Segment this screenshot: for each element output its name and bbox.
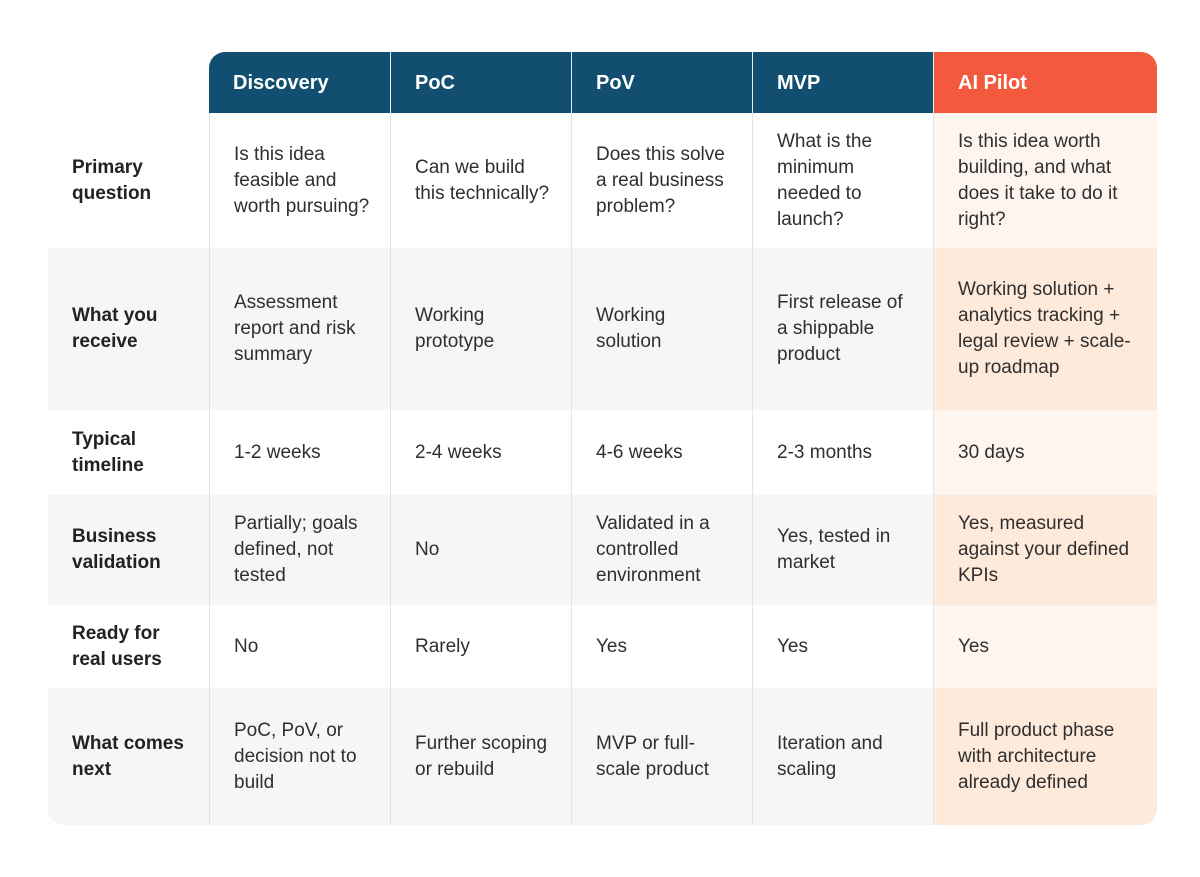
- cell: Partially; goals defined, not tested: [209, 495, 390, 605]
- cell: 30 days: [933, 410, 1157, 495]
- cell: Yes, tested in market: [752, 495, 933, 605]
- cell: MVP or full-scale product: [571, 688, 752, 825]
- row-label: Primary question: [48, 113, 209, 248]
- cell: Rarely: [390, 605, 571, 688]
- row-label: Typical timeline: [48, 410, 209, 495]
- row-label: Business validation: [48, 495, 209, 605]
- cell: No: [390, 495, 571, 605]
- row-label: What comes next: [48, 688, 209, 825]
- cell: Yes: [933, 605, 1157, 688]
- column-header: PoV: [571, 52, 752, 113]
- cell: 2-4 weeks: [390, 410, 571, 495]
- cell: Is this idea feasible and worth pursuing…: [209, 113, 390, 248]
- cell: Working solution + analytics tracking + …: [933, 248, 1157, 410]
- cell: Can we build this technically?: [390, 113, 571, 248]
- column-header: AI Pilot: [933, 52, 1157, 113]
- cell: Further scoping or rebuild: [390, 688, 571, 825]
- cell: No: [209, 605, 390, 688]
- cell: Assessment report and risk summary: [209, 248, 390, 410]
- row-label: Ready for real users: [48, 605, 209, 688]
- cell: Yes, measured against your defined KPIs: [933, 495, 1157, 605]
- cell: 2-3 months: [752, 410, 933, 495]
- column-header: PoC: [390, 52, 571, 113]
- cell: What is the minimum needed to launch?: [752, 113, 933, 248]
- row-label: What you receive: [48, 248, 209, 410]
- cell: First release of a shippable product: [752, 248, 933, 410]
- cell: Validated in a controlled environment: [571, 495, 752, 605]
- cell: Yes: [571, 605, 752, 688]
- cell: Iteration and scaling: [752, 688, 933, 825]
- cell: 4-6 weeks: [571, 410, 752, 495]
- cell: PoC, PoV, or decision not to build: [209, 688, 390, 825]
- column-header: Discovery: [209, 52, 390, 113]
- corner: [48, 52, 209, 113]
- comparison-table: Discovery PoC PoV MVP AI Pilot Primary questi…: [48, 52, 1157, 825]
- cell: Is this idea worth building, and what do…: [933, 113, 1157, 248]
- column-header: MVP: [752, 52, 933, 113]
- cell: Working solution: [571, 248, 752, 410]
- cell: Does this solve a real business problem?: [571, 113, 752, 248]
- cell: Working prototype: [390, 248, 571, 410]
- cell: Yes: [752, 605, 933, 688]
- cell: Full product phase with architecture alr…: [933, 688, 1157, 825]
- cell: 1-2 weeks: [209, 410, 390, 495]
